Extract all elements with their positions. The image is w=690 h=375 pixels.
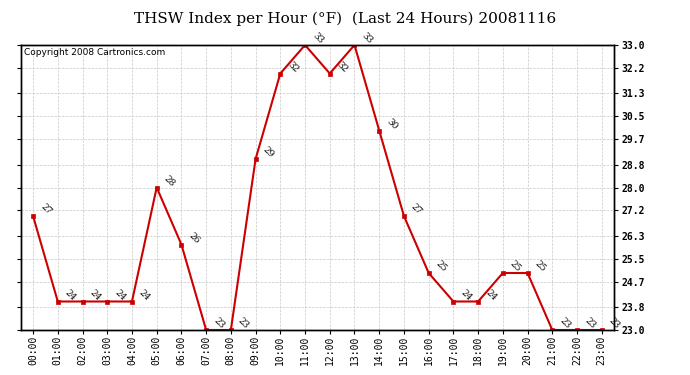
Text: 33: 33	[310, 31, 325, 46]
Text: 24: 24	[137, 288, 152, 302]
Text: 23: 23	[558, 316, 572, 331]
Text: 23: 23	[607, 316, 622, 331]
Text: 29: 29	[261, 145, 275, 160]
Text: 23: 23	[212, 316, 226, 331]
Text: 24: 24	[63, 288, 78, 302]
Text: Copyright 2008 Cartronics.com: Copyright 2008 Cartronics.com	[23, 48, 165, 57]
Text: 24: 24	[459, 288, 473, 302]
Text: 30: 30	[385, 117, 400, 131]
Text: 28: 28	[162, 174, 177, 188]
Text: 27: 27	[409, 202, 424, 217]
Text: 25: 25	[509, 259, 523, 274]
Text: 25: 25	[533, 259, 548, 274]
Text: 27: 27	[39, 202, 53, 217]
Text: 24: 24	[112, 288, 127, 302]
Text: 23: 23	[237, 316, 250, 331]
Text: THSW Index per Hour (°F)  (Last 24 Hours) 20081116: THSW Index per Hour (°F) (Last 24 Hours)…	[134, 11, 556, 26]
Text: 33: 33	[360, 31, 375, 46]
Text: 23: 23	[582, 316, 597, 331]
Text: 24: 24	[484, 288, 498, 302]
Text: 32: 32	[286, 60, 300, 74]
Text: 32: 32	[335, 60, 350, 74]
Text: 26: 26	[187, 231, 201, 245]
Text: 25: 25	[434, 259, 448, 274]
Text: 24: 24	[88, 288, 103, 302]
